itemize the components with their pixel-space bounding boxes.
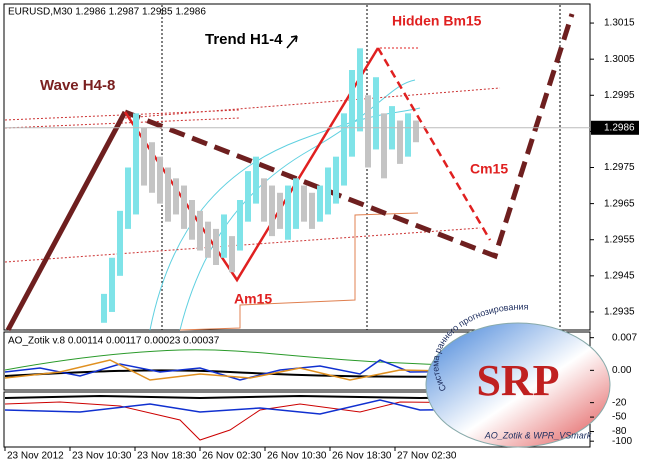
price-bar	[293, 178, 299, 229]
indicator-tick-label: 0.007	[612, 332, 637, 343]
price-bar	[109, 257, 115, 312]
logo-badge	[425, 322, 611, 448]
logo-subtitle: AO_Zotik & WPR_VSmark	[484, 430, 592, 440]
x-tick-label: 23 Nov 2012	[7, 451, 64, 462]
indicator-line	[4, 399, 589, 415]
price-bar	[277, 192, 283, 229]
price-bar	[141, 127, 147, 186]
y-tick-label: 1.2995	[604, 90, 635, 101]
indicator-header: AO_Zotik v.8 0.00114 0.00117 0.00023 0.0…	[8, 336, 220, 347]
price-bar	[261, 178, 267, 222]
indicator-tick-label: -50	[612, 412, 627, 423]
price-bar	[333, 156, 339, 204]
price-bar	[285, 185, 291, 240]
price-bar	[405, 113, 411, 157]
price-bar	[309, 192, 315, 229]
price-bar	[101, 293, 107, 323]
indicator-tick-label: 0.00	[612, 365, 632, 376]
chart-header: EURUSD,M30 1.2986 1.2987 1.2985 1.2986	[8, 7, 206, 18]
price-bar	[381, 113, 387, 179]
wave-line	[124, 13, 575, 260]
price-bar	[253, 156, 259, 204]
price-bar	[229, 236, 235, 273]
price-bar	[413, 120, 419, 143]
indicator-line	[4, 359, 589, 381]
x-tick-label: 26 Nov 02:30	[202, 451, 262, 462]
price-bar	[221, 214, 227, 258]
last-price-label: 1.2986	[604, 122, 635, 133]
x-tick-label: 26 Nov 10:30	[267, 451, 327, 462]
price-bar	[205, 221, 211, 258]
srp-logo: SRP Система раннего прогнозирования AO_Z…	[425, 302, 611, 448]
price-bar	[269, 185, 275, 237]
annotation: Cm15	[470, 161, 508, 177]
price-bar	[357, 48, 363, 132]
price-bar	[181, 185, 187, 229]
price-bar	[237, 200, 243, 251]
channel-line	[4, 227, 481, 263]
y-tick-label: 1.2975	[604, 162, 635, 173]
indicator-tick-label: -80	[612, 426, 627, 437]
price-bar	[149, 142, 155, 193]
price-bar	[245, 171, 251, 222]
y-tick-label: 1.2935	[604, 307, 635, 318]
annotation: Am15	[234, 291, 272, 307]
wave-line	[5, 110, 128, 332]
price-bar	[197, 210, 203, 251]
price-bar	[157, 156, 163, 204]
price-bar	[133, 113, 139, 215]
price-bar	[213, 228, 219, 265]
price-bar	[173, 178, 179, 215]
price-bar	[117, 210, 123, 276]
x-tick-label: 23 Nov 10:30	[72, 451, 132, 462]
price-bar	[301, 185, 307, 222]
price-bar	[373, 77, 379, 150]
indicator-tick-label: -20	[612, 397, 627, 408]
y-tick-label: 1.2955	[604, 234, 635, 245]
arrow-icon	[286, 35, 298, 49]
price-bar	[341, 113, 347, 186]
annotation: Trend H1-4	[205, 31, 283, 48]
price-bar	[365, 95, 371, 168]
logo-title: SRP	[476, 356, 559, 405]
price-bar	[349, 70, 355, 157]
y-tick-label: 1.3005	[604, 54, 635, 65]
x-tick-label: 23 Nov 18:30	[137, 451, 197, 462]
indicator-panels: AO_Zotik v.8 0.00114 0.00117 0.00023 0.0…	[3, 331, 591, 448]
indicator-tick-label: -100	[612, 436, 632, 447]
last-price-box	[591, 120, 639, 135]
y-tick-label: 1.3015	[604, 18, 635, 29]
indicator-line	[4, 401, 589, 441]
price-bar	[189, 200, 195, 240]
price-bar	[125, 167, 131, 229]
annotation: Hidden Bm15	[392, 13, 482, 29]
y-tick-label: 1.2945	[604, 270, 635, 281]
x-tick-label: 26 Nov 18:30	[332, 451, 392, 462]
annotation: Wave H4-8	[40, 77, 115, 94]
price-bar	[397, 120, 403, 164]
y-tick-label: 1.2965	[604, 198, 635, 209]
price-bar	[325, 167, 331, 215]
stop-line	[179, 212, 419, 331]
price-bar	[165, 167, 171, 222]
wave-line	[376, 47, 492, 241]
price-bar	[317, 185, 323, 222]
ma-line	[179, 79, 416, 331]
indicator-line	[4, 359, 589, 381]
x-tick-label: 27 Nov 02:30	[397, 451, 457, 462]
